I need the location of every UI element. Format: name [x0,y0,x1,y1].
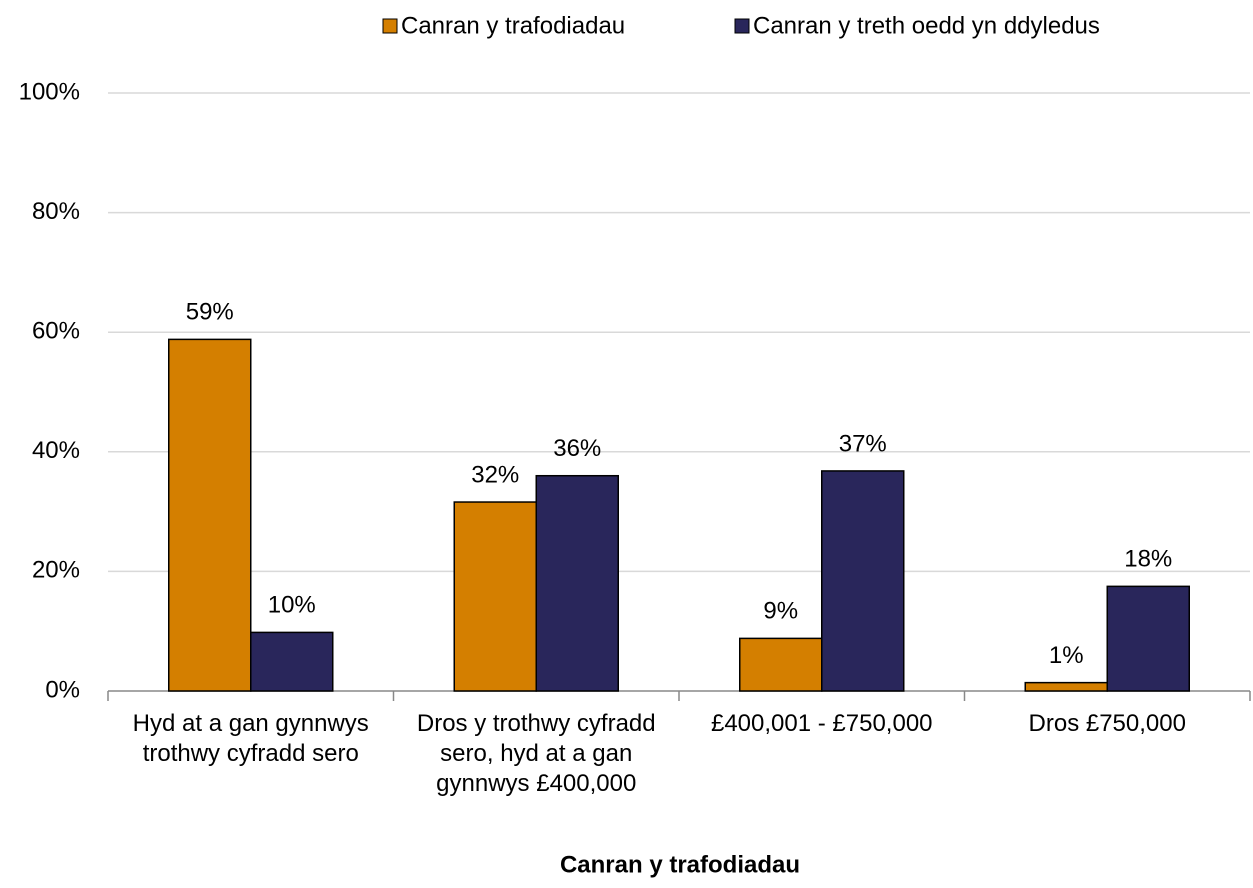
legend-swatch [734,18,750,34]
x-tick-label: £400,001 - £750,000 [710,710,933,737]
data-label: 18% [1124,546,1172,573]
y-tick-label: 40% [32,437,80,464]
bar [168,338,252,692]
y-tick-label: 100% [19,78,80,105]
x-tick-label: Hyd at a gan gynnwys trothwy cyfradd ser… [132,710,369,767]
legend-swatch [382,18,398,34]
y-tick-label: 0% [45,676,80,703]
data-label: 36% [553,435,601,462]
x-axis-title: Canran y trafodiadau [560,851,800,878]
data-label: 59% [186,299,234,326]
data-label: 37% [839,430,887,457]
bar [250,631,334,692]
x-tick-label: Dros £750,000 [1028,710,1186,737]
y-tick-label: 80% [32,198,80,225]
y-tick-label: 20% [32,557,80,584]
y-tick-label: 60% [32,318,80,345]
bar [1106,585,1190,692]
bar [739,637,823,692]
data-label: 32% [471,461,519,488]
data-label: 10% [268,592,316,619]
bar [821,470,905,692]
data-label: 9% [763,598,798,625]
bar [1024,681,1108,692]
bar [453,501,537,692]
x-tick-label: Dros y trothwy cyfradd sero, hyd at a ga… [416,710,656,797]
data-label: 1% [1049,642,1084,669]
legend-label: Canran y trafodiadau [401,12,625,39]
legend-label: Canran y treth oedd yn ddyledus [753,12,1100,39]
bar [535,474,619,692]
